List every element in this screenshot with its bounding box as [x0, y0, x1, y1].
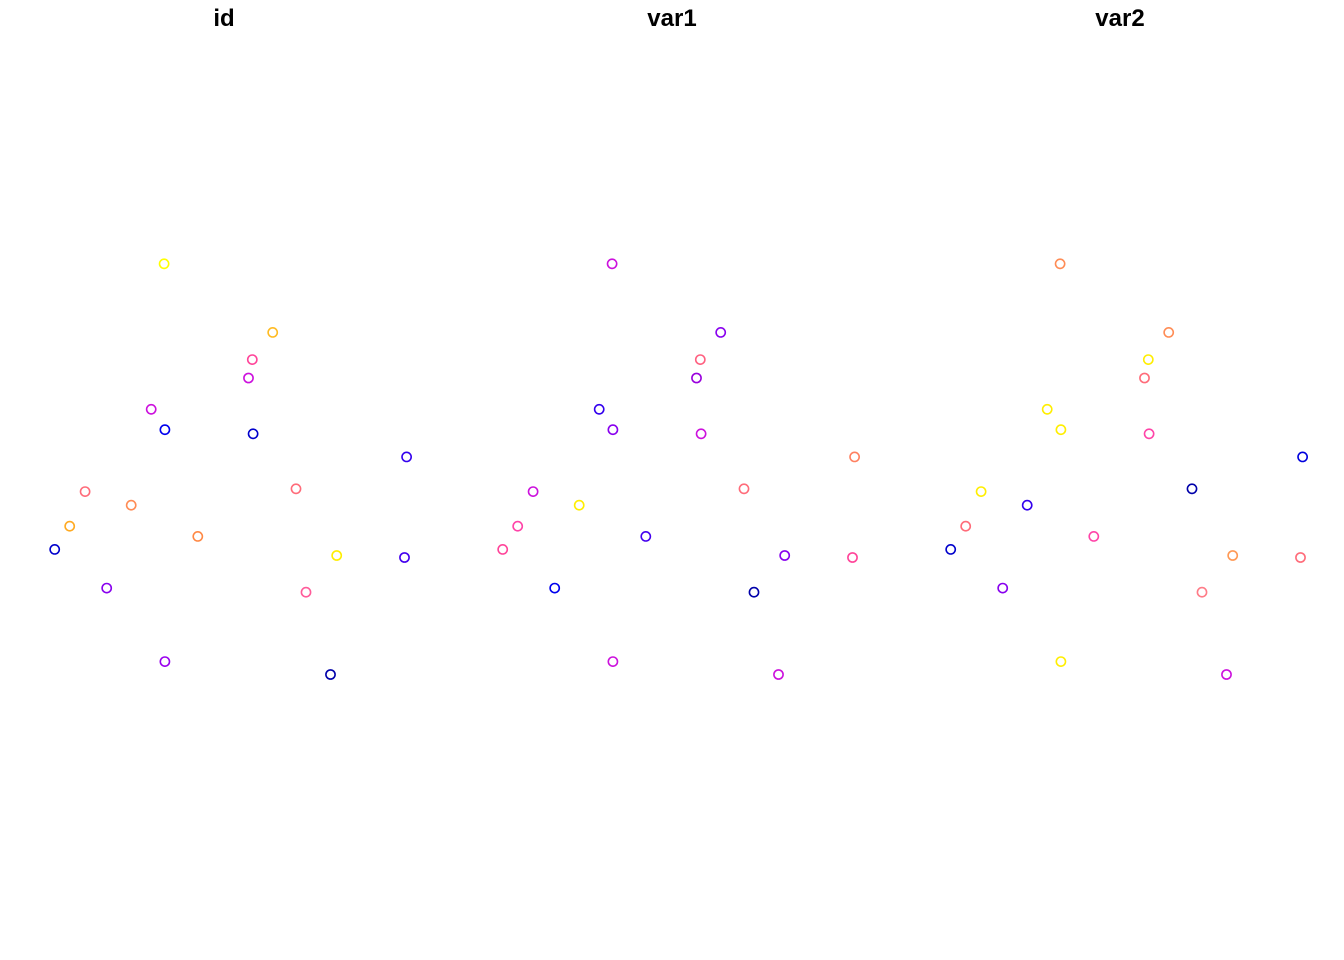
data-point-var2-6	[1041, 403, 1053, 415]
panel-id-points	[49, 258, 412, 680]
data-point-var1-12	[694, 354, 706, 365]
data-point-id-7	[158, 258, 170, 270]
data-point-id-11	[243, 372, 254, 384]
data-point-var2-13	[1143, 428, 1155, 440]
panel-var2-points	[945, 258, 1308, 680]
data-point-var2-8	[1055, 424, 1067, 436]
data-point-var1-10	[640, 531, 652, 542]
data-point-var1-14	[715, 326, 727, 338]
data-point-var2-1	[945, 544, 957, 555]
data-point-var2-14	[1163, 326, 1175, 338]
panel-var2: var2	[945, 5, 1308, 680]
data-point-id-1	[49, 544, 61, 555]
data-point-var2-18	[1227, 550, 1239, 561]
data-point-var1-15	[738, 483, 750, 495]
data-point-var2-19	[1295, 552, 1306, 563]
data-point-id-2	[64, 520, 76, 532]
data-point-id-9	[159, 656, 171, 667]
data-point-var1-17	[773, 669, 784, 680]
data-point-id-13	[247, 428, 259, 440]
panel-id: id	[49, 5, 412, 680]
data-point-var2-5	[1021, 499, 1033, 511]
data-point-id-17	[325, 669, 336, 680]
data-point-var2-12	[1142, 354, 1154, 365]
data-point-var1-3	[527, 486, 539, 497]
panel-title-var1: var1	[647, 5, 696, 32]
data-point-var2-15	[1186, 483, 1198, 495]
data-point-id-10	[192, 531, 204, 542]
data-point-id-14	[267, 326, 279, 338]
data-point-var1-13	[695, 428, 707, 440]
data-point-id-12	[246, 354, 258, 365]
data-point-var1-7	[606, 258, 618, 270]
data-point-id-6	[145, 403, 157, 415]
panel-title-var2: var2	[1095, 5, 1144, 32]
panel-var1-points	[497, 258, 860, 680]
data-point-var2-3	[975, 486, 987, 497]
data-point-id-3	[79, 486, 91, 497]
data-point-var2-16	[1196, 586, 1208, 598]
data-point-var2-10	[1088, 531, 1100, 542]
data-point-var1-19	[847, 552, 858, 563]
panel-title-id: id	[213, 5, 234, 32]
data-point-var1-18	[779, 550, 791, 561]
data-point-id-8	[159, 424, 171, 436]
data-point-id-5	[125, 499, 137, 511]
data-point-var2-9	[1055, 656, 1067, 667]
data-point-id-20	[401, 451, 412, 463]
data-point-var2-20	[1297, 451, 1308, 463]
data-point-var1-6	[593, 403, 605, 415]
data-point-var2-7	[1054, 258, 1066, 270]
data-point-var1-20	[849, 451, 860, 463]
data-point-var1-2	[512, 520, 524, 532]
data-point-var1-16	[748, 586, 760, 598]
data-point-var2-17	[1221, 669, 1232, 680]
data-point-var1-11	[691, 372, 702, 384]
data-point-id-19	[399, 552, 410, 563]
data-point-var1-1	[497, 544, 509, 555]
data-point-id-15	[290, 483, 302, 495]
data-point-id-16	[300, 586, 312, 598]
data-point-var2-4	[997, 582, 1009, 594]
data-point-var1-8	[607, 424, 619, 436]
data-point-var2-11	[1139, 372, 1150, 384]
data-point-id-18	[331, 550, 343, 561]
data-point-id-4	[101, 582, 113, 594]
panel-var1: var1	[497, 5, 860, 680]
data-point-var1-9	[607, 656, 619, 667]
data-point-var1-5	[573, 499, 585, 511]
data-point-var2-2	[960, 520, 972, 532]
data-point-var1-4	[549, 582, 561, 594]
